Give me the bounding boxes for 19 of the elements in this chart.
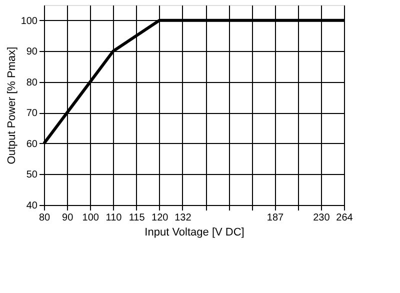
x-tick-label: 80 xyxy=(38,212,50,224)
x-tick-label: 264 xyxy=(336,212,354,224)
x-tick-label: 187 xyxy=(266,212,284,224)
x-tick-label: 90 xyxy=(62,212,74,224)
x-tick-label: 110 xyxy=(106,212,122,224)
y-tick-label: 50 xyxy=(26,170,38,181)
x-tick-label: 230 xyxy=(313,212,330,224)
y-tick-label: 90 xyxy=(26,46,38,58)
x-tick-label: 132 xyxy=(174,212,192,224)
y-tick-label: 40 xyxy=(26,200,38,212)
x-tick-label: 115 xyxy=(128,212,146,224)
y-tick-label: 100 xyxy=(20,16,38,27)
y-tick-label: 80 xyxy=(26,77,38,88)
x-axis-title: Input Voltage [V DC] xyxy=(144,226,244,238)
y-tick-label: 60 xyxy=(26,138,38,150)
y-tick-label: 70 xyxy=(26,108,38,120)
x-tick-label: 120 xyxy=(152,212,169,224)
x-tick-label: 100 xyxy=(82,212,100,224)
y-axis-title: Output Power [% Pmax] xyxy=(6,46,18,164)
